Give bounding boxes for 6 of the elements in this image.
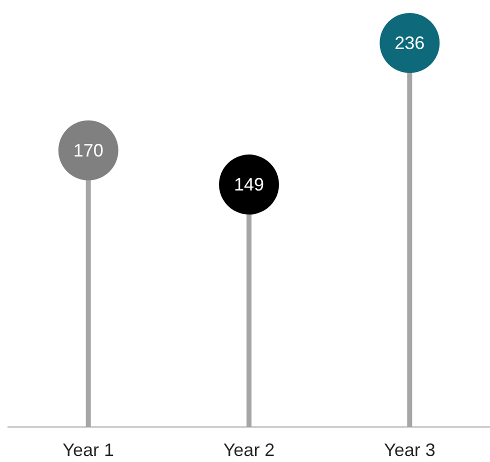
data-label: 170 xyxy=(73,140,104,160)
x-tick-label: Year 1 xyxy=(62,440,114,460)
data-label: 236 xyxy=(394,33,425,53)
x-tick-label: Year 2 xyxy=(223,440,275,460)
data-label: 149 xyxy=(234,174,264,195)
x-tick-label: Year 3 xyxy=(384,440,436,460)
